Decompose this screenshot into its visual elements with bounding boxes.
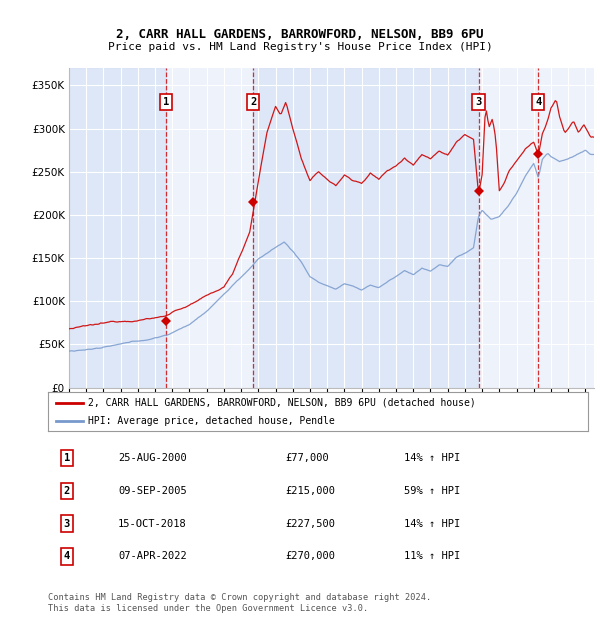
Text: 1: 1: [163, 97, 169, 107]
Text: 2, CARR HALL GARDENS, BARROWFORD, NELSON, BB9 6PU: 2, CARR HALL GARDENS, BARROWFORD, NELSON…: [116, 29, 484, 41]
Text: 07-APR-2022: 07-APR-2022: [118, 551, 187, 562]
Text: £77,000: £77,000: [286, 453, 329, 463]
Text: 11% ↑ HPI: 11% ↑ HPI: [404, 551, 461, 562]
Text: 15-OCT-2018: 15-OCT-2018: [118, 518, 187, 529]
Bar: [69, 68, 166, 388]
Text: This data is licensed under the Open Government Licence v3.0.: This data is licensed under the Open Gov…: [48, 604, 368, 613]
Text: £270,000: £270,000: [286, 551, 335, 562]
Text: 2: 2: [64, 485, 70, 496]
Text: 09-SEP-2005: 09-SEP-2005: [118, 485, 187, 496]
Text: 4: 4: [535, 97, 542, 107]
Text: 1: 1: [64, 453, 70, 463]
Text: £227,500: £227,500: [286, 518, 335, 529]
Text: 2, CARR HALL GARDENS, BARROWFORD, NELSON, BB9 6PU (detached house): 2, CARR HALL GARDENS, BARROWFORD, NELSON…: [89, 398, 476, 408]
Text: Price paid vs. HM Land Registry's House Price Index (HPI): Price paid vs. HM Land Registry's House …: [107, 42, 493, 52]
Bar: [253, 68, 478, 388]
Text: HPI: Average price, detached house, Pendle: HPI: Average price, detached house, Pend…: [89, 415, 335, 425]
Text: 3: 3: [64, 518, 70, 529]
Text: 14% ↑ HPI: 14% ↑ HPI: [404, 518, 461, 529]
Text: 14% ↑ HPI: 14% ↑ HPI: [404, 453, 461, 463]
Text: 4: 4: [64, 551, 70, 562]
Text: 3: 3: [475, 97, 482, 107]
Text: £215,000: £215,000: [286, 485, 335, 496]
Text: 25-AUG-2000: 25-AUG-2000: [118, 453, 187, 463]
Text: Contains HM Land Registry data © Crown copyright and database right 2024.: Contains HM Land Registry data © Crown c…: [48, 593, 431, 602]
Text: 2: 2: [250, 97, 256, 107]
Text: 59% ↑ HPI: 59% ↑ HPI: [404, 485, 461, 496]
